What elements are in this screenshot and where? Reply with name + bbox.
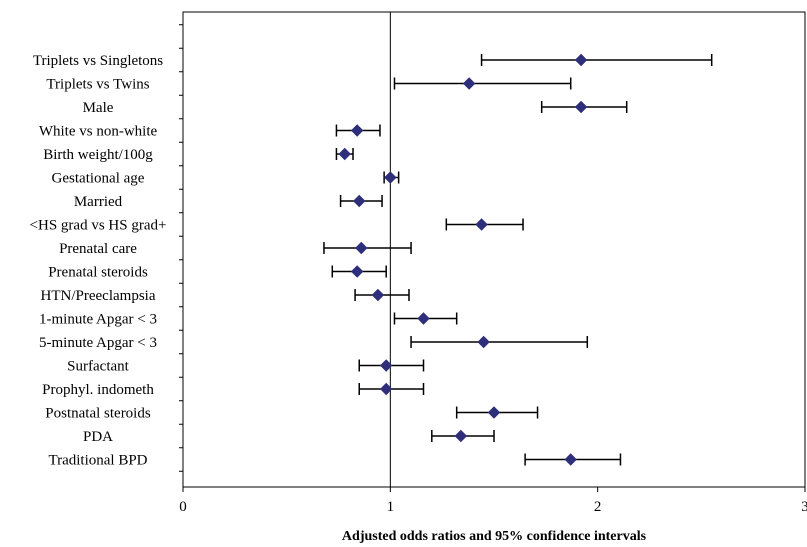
category-label: Male [83,100,114,116]
x-axis-title: Adjusted odds ratios and 95% confidence … [342,529,647,544]
category-label: Traditional BPD [48,453,147,469]
category-label: HTN/Preeclampsia [41,288,156,304]
x-tick-label: 2 [594,499,602,515]
category-label: Gestational age [52,171,145,187]
category-label: Birth weight/100g [43,147,153,163]
odds-ratio-marker [477,335,490,349]
ci-marks [323,53,713,466]
odds-ratio-marker [371,288,385,302]
odds-ratio-marker [384,171,397,184]
x-axis-ticks: 0 1 2 3 [179,487,807,515]
category-label: Prenatal steroids [48,265,148,281]
odds-ratio-marker [487,406,501,419]
category-label: <HS grad vs HS grad+ [30,218,167,234]
category-label: PDA [83,429,113,445]
odds-ratio-marker [350,265,364,278]
category-label: Triplets vs Twins [46,77,149,93]
category-label: White vs non-white [39,124,158,140]
category-label: Married [74,194,123,210]
odds-ratio-marker [338,147,351,161]
x-tick-label: 0 [179,499,187,515]
odds-ratio-marker [350,124,364,137]
odds-ratio-marker [379,359,393,372]
category-label: Prophyl. indometh [42,382,154,398]
odds-ratio-marker [379,382,393,396]
category-label: Prenatal care [59,241,137,257]
odds-ratio-marker [462,77,476,90]
category-label: Surfactant [67,359,129,375]
odds-ratio-marker [564,453,577,466]
category-label: 1-minute Apgar < 3 [39,312,157,328]
category-label: Triplets vs Singletons [33,53,163,69]
odds-ratio-marker [574,100,588,114]
category-labels: Triplets vs Singletons Triplets vs Twins M… [30,53,167,469]
odds-ratio-marker [355,241,368,255]
odds-ratio-marker [475,218,488,231]
y-axis-ticks [179,24,183,472]
x-tick-label: 3 [801,499,807,515]
odds-ratio-marker [417,312,430,325]
odds-ratio-marker [454,429,468,443]
category-label: 5-minute Apgar < 3 [39,335,157,351]
x-tick-label: 1 [387,499,395,515]
category-label: Postnatal steroids [45,406,151,422]
odds-ratio-marker [353,194,366,208]
odds-ratio-marker [574,53,588,67]
